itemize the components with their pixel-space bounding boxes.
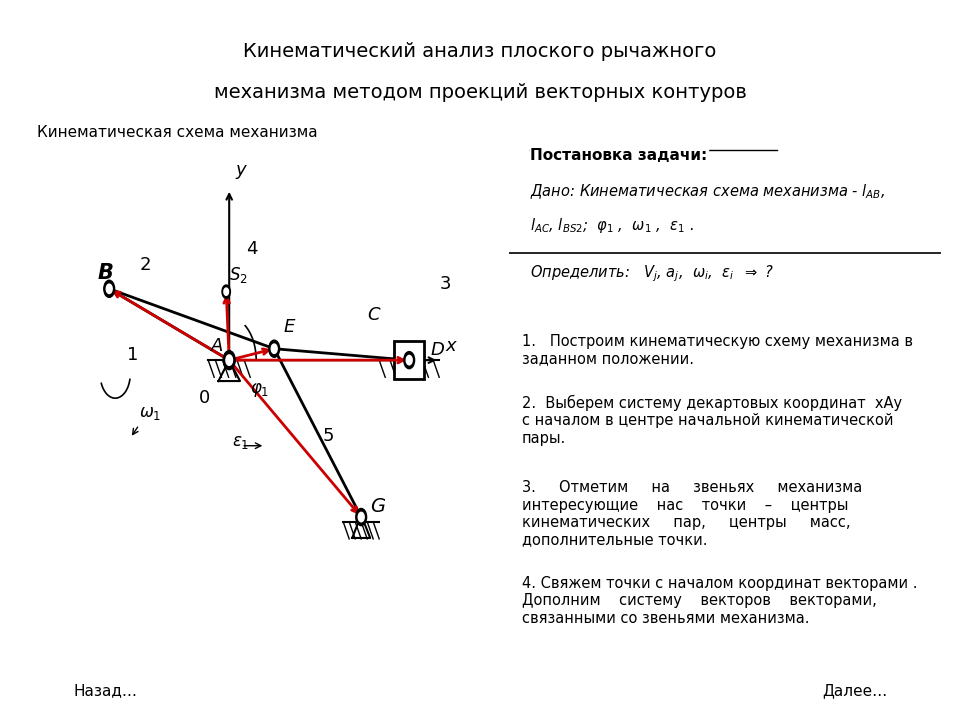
Text: 2: 2 [139, 256, 151, 274]
Text: 4: 4 [246, 240, 257, 258]
Text: x: x [445, 338, 456, 356]
Text: Назад…: Назад… [74, 684, 137, 698]
Text: $\varepsilon_1$: $\varepsilon_1$ [232, 433, 250, 451]
Text: 5: 5 [323, 427, 334, 445]
Text: $\varphi_1$: $\varphi_1$ [251, 382, 270, 400]
Circle shape [104, 280, 114, 297]
Circle shape [404, 351, 415, 369]
Text: 3: 3 [440, 275, 450, 293]
Text: D: D [430, 341, 444, 359]
Circle shape [222, 285, 230, 298]
Circle shape [223, 351, 235, 369]
Text: 4. Свяжем точки с началом координат векторами .
Дополним    систему    векторов : 4. Свяжем точки с началом координат вект… [522, 576, 917, 626]
Text: E: E [283, 318, 295, 336]
Bar [395, 341, 424, 379]
Text: G: G [371, 498, 385, 516]
Text: y: y [235, 161, 246, 179]
Text: 0: 0 [200, 389, 210, 407]
Text: C: C [368, 306, 380, 324]
Text: $S_2$: $S_2$ [229, 265, 248, 285]
Text: Дано: Кинематическая схема механизма - $l_{AB}$,: Дано: Кинематическая схема механизма - $… [530, 183, 885, 202]
Text: Определить:   $V_j$, $a_j$,  $\omega_i$,  $\varepsilon_i$  $\Rightarrow$ ?: Определить: $V_j$, $a_j$, $\omega_i$, $\… [530, 264, 775, 284]
Text: 3.     Отметим     на     звеньях     механизма
интересующие    нас    точки    : 3. Отметим на звеньях механизма интересу… [522, 480, 862, 547]
Circle shape [226, 355, 232, 365]
Text: 1.   Построим кинематическую схему механизма в
заданном положении.: 1. Построим кинематическую схему механиз… [522, 334, 913, 366]
Text: 2.  Выберем систему декартовых координат  хАу
с началом в центре начальной кинем: 2. Выберем систему декартовых координат … [522, 395, 901, 446]
Circle shape [406, 356, 412, 365]
Circle shape [272, 344, 277, 354]
Text: A: A [211, 337, 224, 355]
Circle shape [224, 288, 228, 295]
Text: $l_{AC}$, $l_{BS2}$;  $\varphi_1$ ,  $\omega_1$ ,  $\varepsilon_1$ .: $l_{AC}$, $l_{BS2}$; $\varphi_1$ , $\ome… [530, 216, 694, 235]
Text: Далее…: Далее… [822, 684, 887, 698]
Circle shape [356, 508, 367, 526]
Circle shape [358, 513, 364, 522]
Circle shape [107, 284, 112, 294]
Text: Кинематическая схема механизма: Кинематическая схема механизма [37, 125, 318, 140]
Circle shape [269, 340, 279, 357]
Text: механизма методом проекций векторных контуров: механизма методом проекций векторных кон… [213, 83, 747, 102]
Text: B: B [97, 264, 113, 283]
Text: 1: 1 [127, 346, 138, 364]
Text: Кинематический анализ плоского рычажного: Кинематический анализ плоского рычажного [243, 42, 717, 61]
Text: $\omega_1$: $\omega_1$ [139, 404, 161, 422]
Text: Постановка задачи:: Постановка задачи: [530, 148, 708, 163]
